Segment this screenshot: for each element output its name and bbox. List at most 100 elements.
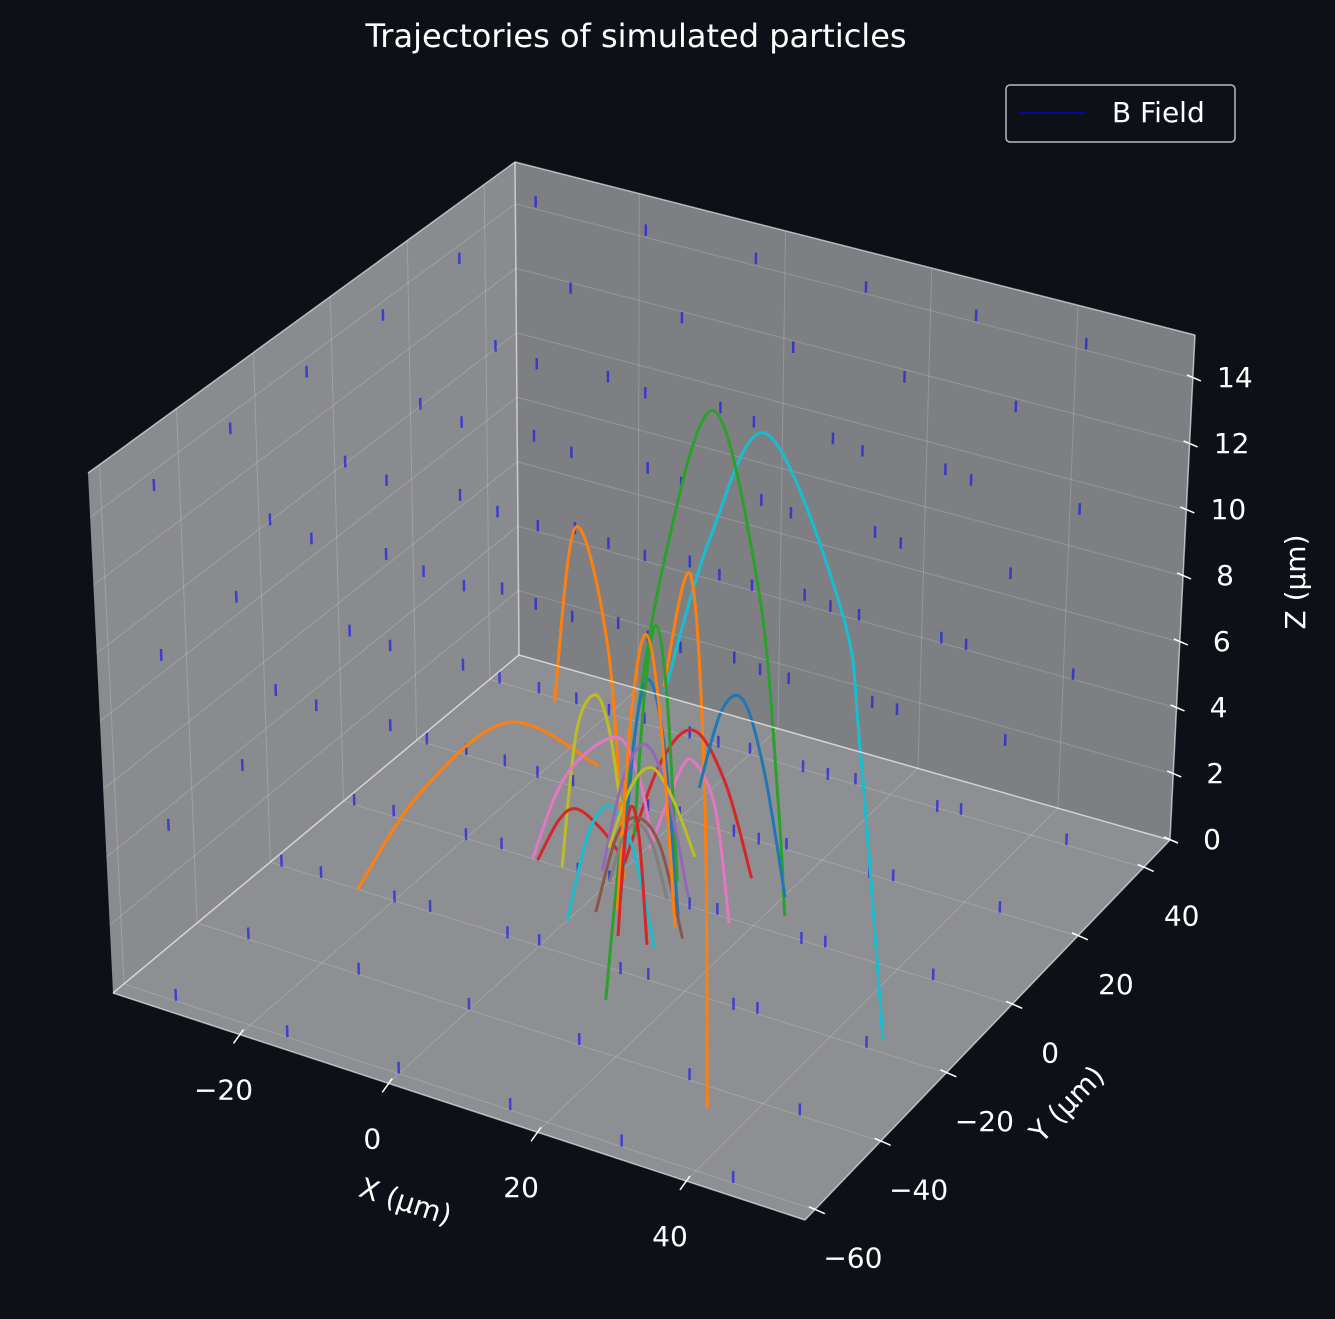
z-tick-label: 8 [1216,559,1234,592]
chart-title: Trajectories of simulated particles [364,17,906,55]
legend-box [1005,84,1236,143]
y-axis-label: Y (µm) [1022,1059,1111,1150]
grid-line [777,230,787,729]
pane-edge [1169,334,1196,841]
z-tick-label: 2 [1206,757,1224,790]
field-arrow [174,988,178,1001]
trajectory [560,693,622,868]
trajectory [356,720,600,891]
grid-line [96,332,517,654]
left-pane [88,162,519,993]
trajectory [697,693,787,898]
quiver-group [152,196,1088,1184]
grid-line [516,396,1184,577]
grid-line [416,739,1079,937]
grid-line [406,240,418,741]
grid-line [515,267,1190,445]
z-tick-label: 14 [1217,361,1253,394]
pane-edge [514,161,520,656]
pane-edge [518,654,1171,841]
z-tick [1163,836,1179,844]
axes: −20 0 20 40 −60 −40 −20 0 20 40 0 2 4 6 8 10 12 14 [87,161,1253,1275]
z-axis-label: Z (µm) [1279,534,1312,629]
grid-line [99,464,125,984]
grid-line [175,408,198,923]
y-tick [1137,863,1154,873]
pane-edge [804,839,1171,1221]
grid-line [517,525,1177,709]
z-tick-label: 4 [1210,691,1228,724]
panes [88,162,1195,1220]
y-tick [1071,932,1089,941]
z-tick-label: 12 [1214,427,1250,460]
y-tick-label: −40 [889,1173,948,1206]
pane-edge [112,992,806,1221]
trajectory [616,804,649,946]
y-tick [808,1206,826,1215]
grid-line [106,525,519,858]
y-tick-label: 0 [1041,1036,1059,1069]
z-tick [1183,440,1198,448]
grid-line [93,267,517,586]
x-axis-label: X (µm) [355,1171,456,1232]
pane-edge [514,161,1196,336]
trajectory [662,571,709,1108]
grid-line [517,461,1180,643]
y-tick-label: −60 [823,1242,882,1275]
grid-line [536,768,919,1133]
grid-line [99,396,518,722]
grid-line [483,184,491,680]
field-arrow [166,818,170,831]
x-tick-label: 0 [363,1122,381,1155]
x-tick [530,1126,542,1142]
z-tick [1176,572,1192,580]
grid-line [1057,305,1079,809]
grid-line [917,268,933,769]
trajectories [356,409,885,1108]
x-tick [679,1175,691,1191]
grid-line [89,203,516,518]
trajectory [615,632,677,928]
z-tick-label: 6 [1213,625,1231,658]
y-tick [874,1137,891,1146]
field-arrow [159,648,163,661]
grid-line [516,332,1187,511]
z-tick [1180,506,1195,514]
z-tick [1166,770,1182,778]
grid-line [685,807,1059,1182]
grid-line [123,983,816,1211]
x-tick-label: −20 [194,1073,253,1106]
z-tick-label: 10 [1211,493,1247,526]
grid-line [387,728,779,1084]
y-tick [1005,1000,1023,1010]
grid-line [518,590,1174,775]
z-tick [1170,704,1185,712]
x-tick [381,1077,393,1093]
x-tick-label: 40 [652,1220,688,1253]
z-tick [1173,638,1189,646]
grid-line [515,203,1194,379]
y-tick [940,1069,957,1078]
y-tick-label: 40 [1164,899,1200,932]
back-pane [515,162,1195,840]
grid-line [252,352,271,863]
z-tick [1186,374,1202,382]
trajectory [594,816,684,939]
floor-pane [113,655,1170,1220]
x-tick [232,1029,245,1044]
legend-label: B Field [1112,96,1205,129]
grid-line [637,193,640,689]
pane-edge [87,161,516,474]
grid-line [196,922,881,1142]
field-arrow [152,478,156,491]
grid-line [109,590,519,926]
grid-line [329,296,344,802]
z-tick-label: 0 [1203,823,1221,856]
trajectory [600,742,690,898]
trajectory [619,678,680,916]
trajectory [632,623,679,882]
x-tick-label: 20 [503,1171,539,1204]
legend: B Field [1005,84,1236,143]
